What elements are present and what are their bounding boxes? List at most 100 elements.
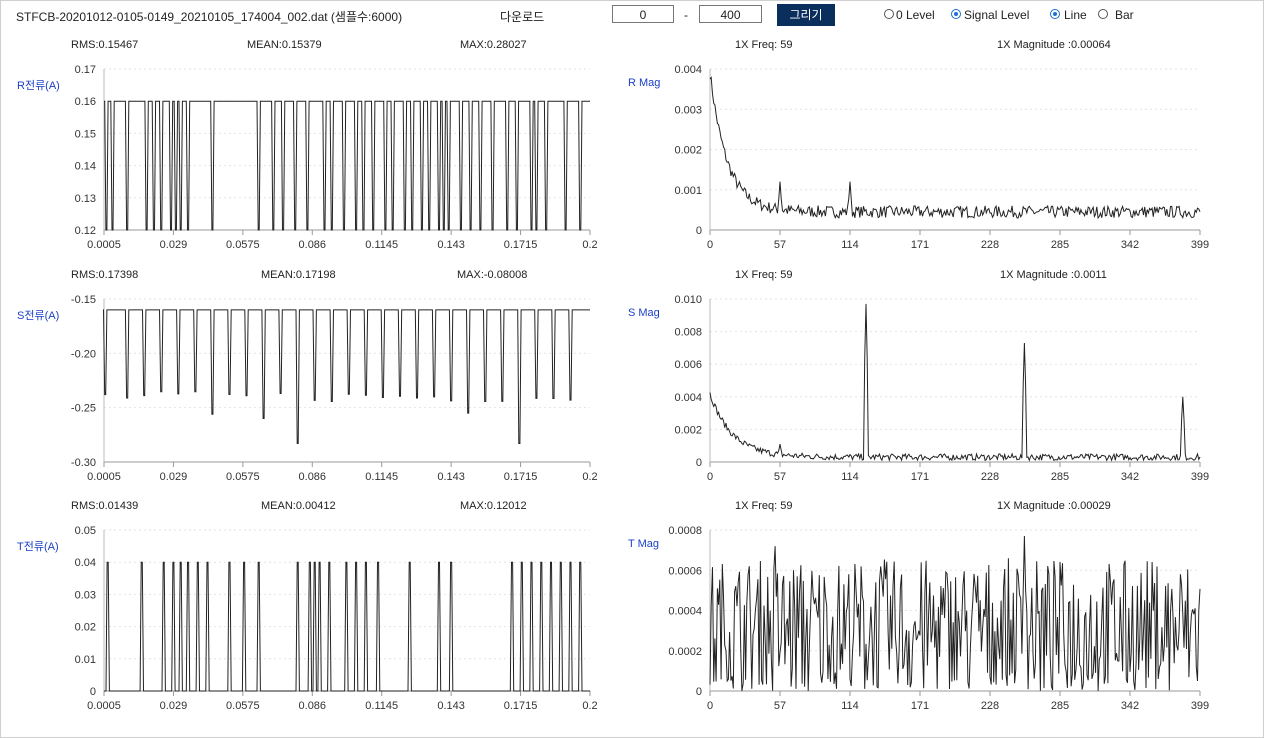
t-mag-series-line (709, 535, 1201, 691)
r-current-ylabel: R전류(A) (17, 80, 60, 92)
r-current-x-tick: 0.1715 (504, 239, 538, 251)
r-magnitude: 1X Magnitude :0.00064 (997, 39, 1111, 51)
r-max: MAX:0.28027 (460, 39, 527, 51)
radio-bar[interactable] (1098, 9, 1108, 19)
s-mag-x-tick: 0 (707, 471, 713, 483)
t-mag-chart: 0.0008 0.0006 0.0004 0.0002 00 57 114 171 228 285… (668, 525, 1209, 712)
r-mag-y-tick: 0 (696, 225, 702, 237)
t-current-x-tick: 0.143 (437, 700, 465, 712)
s-current-ylabel: S전류(A) (17, 310, 60, 322)
r-mag-x-tick: 0 (707, 239, 713, 251)
s-freq: 1X Freq: 59 (735, 269, 793, 281)
t-mag-y-tick: 0.0008 (668, 525, 702, 537)
draw-button[interactable]: 그리기 (777, 4, 835, 26)
radio-zero-level[interactable] (884, 9, 894, 19)
radio-bar-label: Bar (1115, 8, 1134, 22)
t-current-y-tick: 0.02 (75, 622, 96, 634)
r-mag-x-tick: 228 (981, 239, 999, 251)
t-current-x-tick: 0.1715 (504, 700, 538, 712)
s-mean: MEAN:0.17198 (261, 269, 336, 281)
r-mag-y-tick: 0.002 (674, 145, 702, 157)
r-current-x-tick: 0.1145 (365, 239, 398, 251)
t-mag-x-tick: 114 (841, 700, 859, 712)
r-current-y-tick: 0.15 (75, 128, 96, 140)
s-mag-y-tick: 0.006 (674, 359, 702, 371)
r-current-x-tick: 0.143 (437, 239, 465, 251)
s-mag-x-tick: 57 (774, 471, 786, 483)
s-mag-y-tick: 0.002 (674, 424, 702, 436)
r-current-x-tick: 0.086 (299, 239, 327, 251)
range-from-input[interactable]: 0 (612, 5, 674, 23)
t-mag-ylabel: T Mag (628, 538, 659, 550)
s-mag-y-tick: 0.004 (674, 392, 702, 404)
s-current-x-tick: 0.0575 (226, 471, 260, 483)
s-magnitude: 1X Magnitude :0.0011 (1000, 269, 1107, 281)
range-separator: - (684, 8, 688, 22)
toolbar: STFCB-20201012-0105-0149_20210105_174004… (0, 0, 1264, 30)
r-mean: MEAN:0.15379 (247, 39, 322, 51)
s-current-x-tick: 0.143 (437, 471, 465, 483)
s-mag-chart: 0.010 0.008 0.006 0.004 0.002 00 57 114 171 228 28… (674, 294, 1209, 483)
s-mag-series-line (709, 303, 1201, 462)
s-mag-x-tick: 399 (1191, 471, 1209, 483)
r-mag-x-tick: 399 (1191, 239, 1209, 251)
r-current-y-tick: 0.13 (75, 193, 96, 205)
s-current-x-tick: 0.1715 (504, 471, 538, 483)
s-mag-y-tick: 0 (696, 457, 702, 469)
t-current-chart: 0.05 0.04 0.03 0.02 0.01 0 0.0005 0.029 0.0575 0.… (75, 525, 598, 712)
r-current-x-tick: 0.2 (582, 239, 597, 251)
s-current-x-tick: 0.2 (582, 471, 597, 483)
r-mag-x-tick: 171 (911, 239, 929, 251)
s-mag-y-tick: 0.008 (674, 327, 702, 339)
r-mag-y-tick: 0.001 (674, 185, 702, 197)
r-mag-ylabel: R Mag (628, 77, 661, 89)
radio-signal-level-label: Signal Level (964, 8, 1030, 22)
s-rms: RMS:0.17398 (71, 269, 139, 281)
r-mag-y-tick: 0.004 (674, 64, 702, 76)
s-mag-x-tick: 171 (911, 471, 929, 483)
r-current-series-line (104, 100, 590, 231)
s-current-x-tick: 0.1145 (365, 471, 398, 483)
r-current-y-tick: 0.14 (75, 161, 96, 173)
t-max: MAX:0.12012 (460, 500, 527, 512)
file-title: STFCB-20201012-0105-0149_20210105_174004… (16, 10, 403, 24)
t-mean: MEAN:0.00412 (261, 500, 336, 512)
s-mag-y-tick: 0.010 (674, 294, 702, 306)
s-mag-x-tick: 228 (981, 471, 999, 483)
r-current-y-tick: 0.16 (75, 96, 96, 108)
t-current-y-tick: 0.04 (75, 557, 96, 569)
radio-signal-level[interactable] (951, 9, 961, 19)
r-mag-x-tick: 114 (841, 239, 859, 251)
r-mag-x-tick: 285 (1051, 239, 1069, 251)
r-current-x-tick: 0.029 (160, 239, 188, 251)
r-current-x-tick: 0.0575 (226, 239, 260, 251)
r-current-y-tick: 0.17 (75, 64, 96, 76)
s-mag-x-tick: 342 (1121, 471, 1139, 483)
radio-line[interactable] (1050, 9, 1060, 19)
t-current-y-tick: 0 (90, 686, 96, 698)
t-mag-x-tick: 342 (1121, 700, 1139, 712)
radio-line-label: Line (1064, 8, 1087, 22)
r-mag-series-line (709, 76, 1201, 220)
s-mag-x-tick: 285 (1051, 471, 1069, 483)
t-mag-x-tick: 57 (774, 700, 786, 712)
s-current-y-tick: -0.20 (71, 348, 96, 360)
r-rms: RMS:0.15467 (71, 39, 139, 51)
s-current-y-tick: -0.25 (71, 403, 96, 415)
s-current-x-tick: 0.029 (160, 471, 188, 483)
t-mag-x-tick: 0 (707, 700, 713, 712)
t-current-x-tick: 0.1145 (365, 700, 398, 712)
s-current-series-line (102, 309, 590, 444)
t-mag-x-tick: 171 (911, 700, 929, 712)
r-mag-x-tick: 342 (1121, 239, 1139, 251)
t-freq: 1X Freq: 59 (735, 500, 793, 512)
range-to-input[interactable]: 400 (699, 5, 762, 23)
download-link[interactable]: 다운로드 (500, 10, 545, 24)
s-current-x-tick: 0.086 (299, 471, 327, 483)
t-current-x-tick: 0.2 (582, 700, 597, 712)
t-magnitude: 1X Magnitude :0.00029 (997, 500, 1111, 512)
r-mag-x-tick: 57 (774, 239, 786, 251)
t-current-x-tick: 0.086 (299, 700, 327, 712)
t-current-ylabel: T전류(A) (17, 541, 59, 553)
t-mag-y-tick: 0.0004 (668, 606, 702, 618)
